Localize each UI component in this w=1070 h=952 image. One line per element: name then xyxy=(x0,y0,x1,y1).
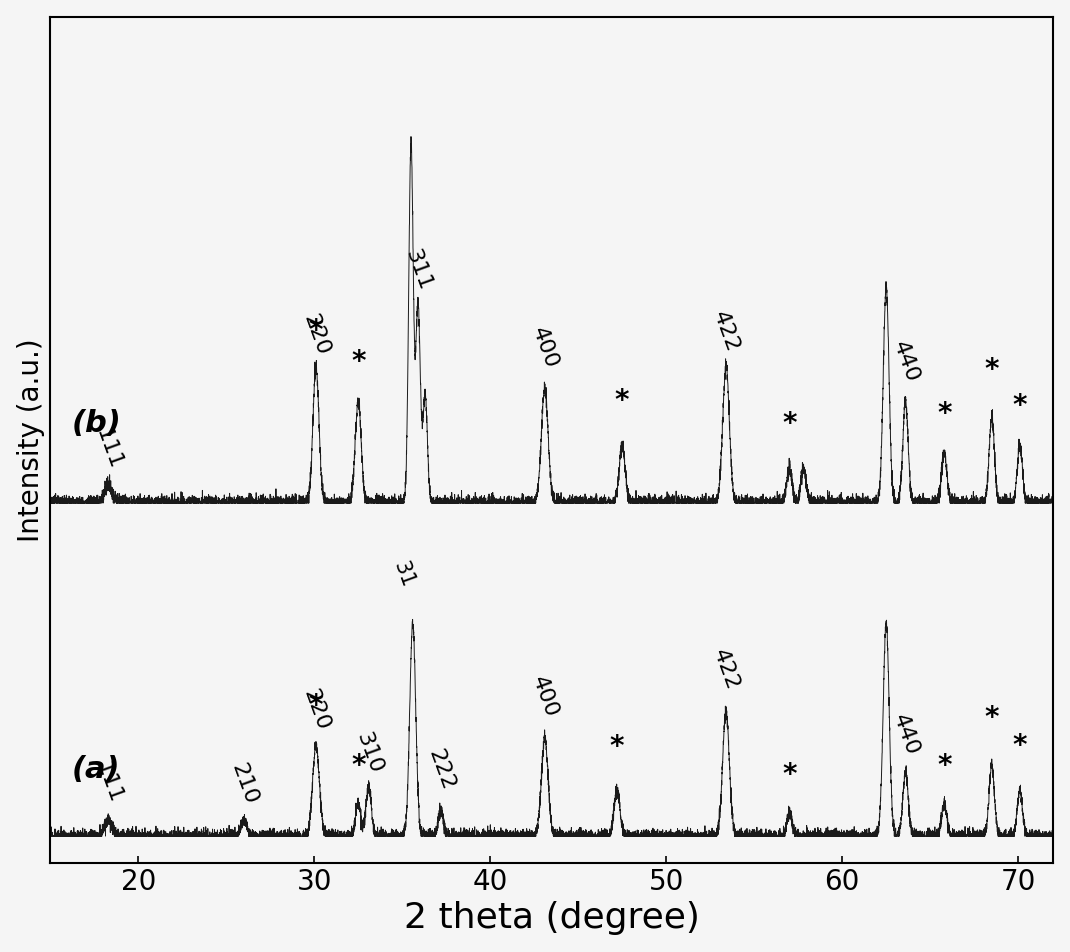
Text: *: * xyxy=(984,704,999,732)
Text: 220: 220 xyxy=(300,686,333,733)
Text: (b): (b) xyxy=(72,408,121,438)
Text: *: * xyxy=(937,400,951,427)
Text: 400: 400 xyxy=(529,325,562,371)
Text: 210: 210 xyxy=(227,761,260,807)
Text: 31: 31 xyxy=(391,558,418,590)
Text: *: * xyxy=(937,752,951,780)
X-axis label: 2 theta (degree): 2 theta (degree) xyxy=(403,902,700,935)
Text: *: * xyxy=(984,356,999,384)
Text: *: * xyxy=(610,733,624,762)
Text: *: * xyxy=(615,387,629,414)
Text: 422: 422 xyxy=(709,308,743,355)
Text: *: * xyxy=(782,410,796,438)
Text: 400: 400 xyxy=(529,674,562,721)
Text: *: * xyxy=(351,752,366,780)
Text: *: * xyxy=(309,317,323,345)
Text: (a): (a) xyxy=(72,755,120,784)
Text: 222: 222 xyxy=(425,746,458,793)
Text: 311: 311 xyxy=(401,247,434,293)
Text: 440: 440 xyxy=(889,339,922,386)
Text: 440: 440 xyxy=(889,711,922,758)
Text: *: * xyxy=(1012,732,1027,761)
Text: 111: 111 xyxy=(92,759,125,805)
Text: *: * xyxy=(1012,392,1027,420)
Y-axis label: Intensity (a.u.): Intensity (a.u.) xyxy=(17,338,45,542)
Text: 220: 220 xyxy=(300,311,333,358)
Text: 422: 422 xyxy=(709,646,743,693)
Text: *: * xyxy=(309,692,323,720)
Text: *: * xyxy=(351,348,366,376)
Text: 310: 310 xyxy=(352,729,385,776)
Text: *: * xyxy=(782,762,796,789)
Text: 111: 111 xyxy=(92,426,125,472)
